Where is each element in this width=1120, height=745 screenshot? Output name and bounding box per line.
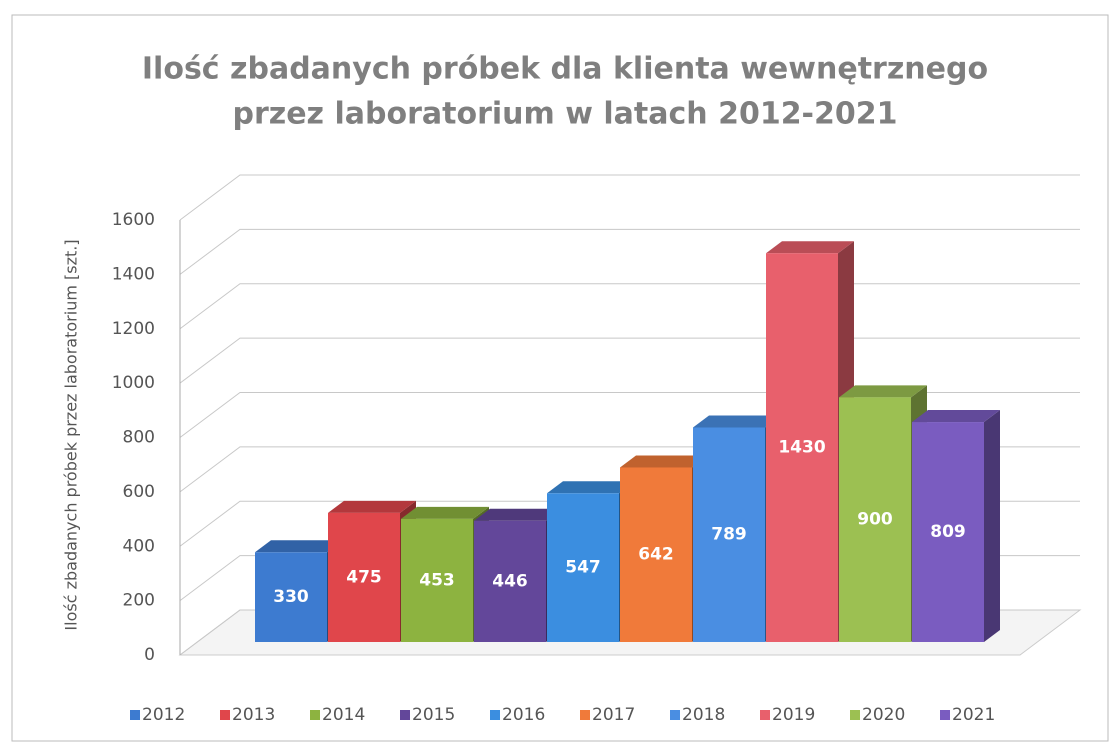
bar-side (984, 410, 1000, 642)
legend-label: 2018 (682, 705, 725, 725)
bar-top (620, 455, 708, 468)
value-label: 446 (492, 571, 528, 591)
y-tick-label: 200 (123, 591, 155, 611)
y-axis-label: Ilość zbadanych próbek przez laboratoriu… (62, 239, 81, 630)
legend-label: 2015 (412, 705, 455, 725)
bar (401, 518, 473, 642)
y-tick-label: 1000 (112, 373, 155, 393)
grid-line (179, 174, 1080, 221)
value-label: 789 (711, 525, 747, 545)
bar-top (766, 241, 854, 254)
legend-swatch (760, 710, 770, 720)
chart-title: przez laboratorium w latach 2012-2021 (232, 97, 897, 132)
value-label: 547 (565, 558, 601, 578)
value-label: 809 (930, 522, 966, 542)
legend-swatch (850, 710, 860, 720)
legend-swatch (310, 710, 320, 720)
bar (328, 512, 400, 642)
y-tick-label: 600 (123, 482, 155, 502)
legend-swatch (490, 710, 500, 720)
legend-label: 2013 (232, 705, 275, 725)
bar (620, 467, 692, 642)
legend-swatch (670, 710, 680, 720)
grid-line (179, 228, 1080, 275)
value-label: 900 (857, 510, 893, 530)
bar (693, 427, 765, 642)
bar (547, 493, 619, 642)
value-label: 453 (419, 570, 455, 590)
y-tick-label: 1600 (112, 210, 155, 230)
bar (839, 397, 911, 642)
chart-title: Ilość zbadanych próbek dla klienta wewnę… (142, 52, 988, 87)
value-label: 475 (346, 567, 382, 587)
bar (255, 552, 327, 642)
y-tick-label: 400 (123, 536, 155, 556)
value-label: 642 (638, 545, 674, 565)
legend-swatch (220, 710, 230, 720)
bar-top (401, 506, 489, 519)
legend-swatch (580, 710, 590, 720)
bar-top (693, 415, 781, 428)
legend-label: 2021 (952, 705, 995, 725)
legend-label: 2017 (592, 705, 635, 725)
y-tick-label: 0 (144, 645, 155, 665)
bar-top (912, 410, 1000, 423)
bar-top (328, 500, 416, 513)
y-tick-label: 1200 (112, 319, 155, 339)
legend-label: 2019 (772, 705, 815, 725)
bar (766, 253, 838, 642)
legend-swatch (940, 710, 950, 720)
bar-top (547, 481, 635, 494)
y-tick-label: 1400 (112, 264, 155, 284)
bar-top (474, 508, 562, 521)
bar (912, 422, 984, 642)
y-tick-label: 800 (123, 428, 155, 448)
bar-top (839, 385, 927, 398)
legend-swatch (400, 710, 410, 720)
value-label: 1430 (778, 438, 825, 458)
legend-label: 2012 (142, 705, 185, 725)
value-label: 330 (273, 587, 309, 607)
legend-label: 2020 (862, 705, 905, 725)
legend-swatch (130, 710, 140, 720)
bar (474, 520, 546, 642)
bar-top (255, 540, 343, 553)
legend-label: 2014 (322, 705, 365, 725)
legend-label: 2016 (502, 705, 545, 725)
